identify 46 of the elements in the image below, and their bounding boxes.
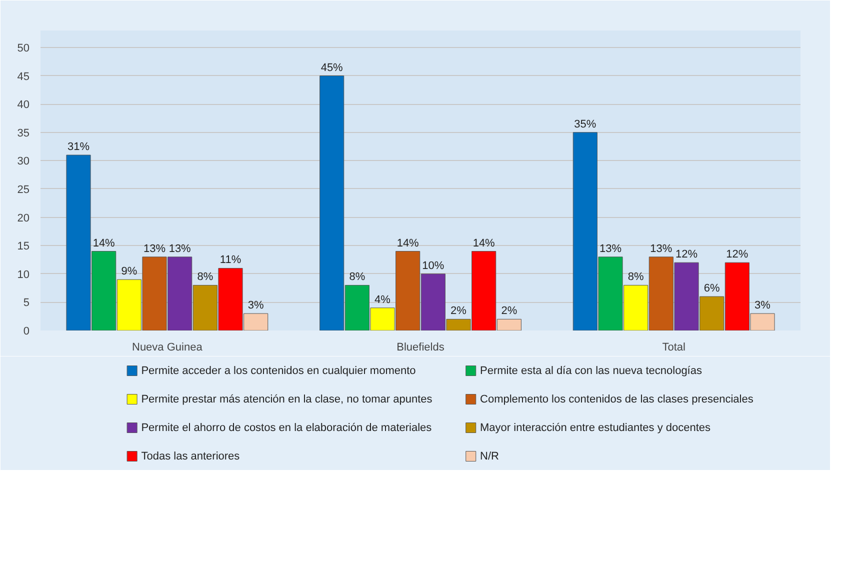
y-tick-label: 40 bbox=[17, 99, 30, 112]
data-label: 13% bbox=[143, 242, 166, 255]
y-tick-label: 15 bbox=[17, 240, 30, 253]
y-tick-label: 10 bbox=[17, 268, 30, 281]
data-label: 3% bbox=[754, 300, 771, 312]
data-label: 11% bbox=[220, 254, 242, 266]
y-tick-label: 25 bbox=[17, 184, 30, 196]
y-tick-label: 30 bbox=[17, 156, 30, 168]
legend-label: Permite acceder a los contenidos en cualquier momento bbox=[141, 364, 416, 377]
data-label: 35% bbox=[574, 118, 596, 130]
y-tick-label: 0 bbox=[23, 326, 30, 338]
data-label: 13% bbox=[650, 242, 672, 255]
legend-label: Permite el ahorro de costos en la elaboración de materiales bbox=[141, 422, 432, 434]
data-label: 8% bbox=[628, 271, 644, 284]
legend-label: Permite prestar más atención en la clase, no tomar apuntes bbox=[141, 393, 433, 406]
y-tick-label: 35 bbox=[17, 127, 30, 140]
data-label: 8% bbox=[197, 271, 214, 284]
data-label: 14% bbox=[396, 237, 420, 250]
data-label: 9% bbox=[121, 266, 138, 278]
x-tick-label: Total bbox=[662, 342, 686, 354]
data-label: 45% bbox=[320, 62, 344, 74]
data-label: 14% bbox=[92, 237, 116, 250]
y-tick-label: 50 bbox=[17, 42, 30, 54]
y-tick-label: 45 bbox=[17, 70, 30, 83]
legend-label: N/R bbox=[480, 450, 500, 462]
data-label: 8% bbox=[349, 271, 366, 284]
y-tick-label: 5 bbox=[23, 297, 30, 310]
data-label: 6% bbox=[704, 282, 720, 295]
data-label: 12% bbox=[675, 248, 698, 261]
data-label: 10% bbox=[422, 260, 444, 272]
data-label: 13% bbox=[168, 242, 192, 255]
legend-label: Todas las anteriores bbox=[141, 450, 240, 462]
legend-label: Mayor interacción entre estudiantes y docentes bbox=[480, 422, 712, 434]
data-label: 3% bbox=[248, 300, 264, 312]
x-tick-label: Bluefields bbox=[396, 342, 445, 354]
data-label: 4% bbox=[374, 294, 391, 306]
data-label: 12% bbox=[726, 248, 748, 261]
data-label: 31% bbox=[67, 141, 90, 154]
data-label: 13% bbox=[599, 242, 622, 255]
data-label: 2% bbox=[450, 305, 467, 318]
x-tick-label: Nueva Guinea bbox=[132, 342, 204, 354]
legend-label: Permite esta al día con las nueva tecnologías bbox=[480, 364, 702, 377]
legend-label: Complemento los contenidos de las clases presenciales bbox=[480, 393, 754, 406]
data-label: 2% bbox=[501, 305, 518, 318]
data-label: 14% bbox=[472, 237, 496, 250]
y-tick-label: 20 bbox=[17, 212, 30, 224]
